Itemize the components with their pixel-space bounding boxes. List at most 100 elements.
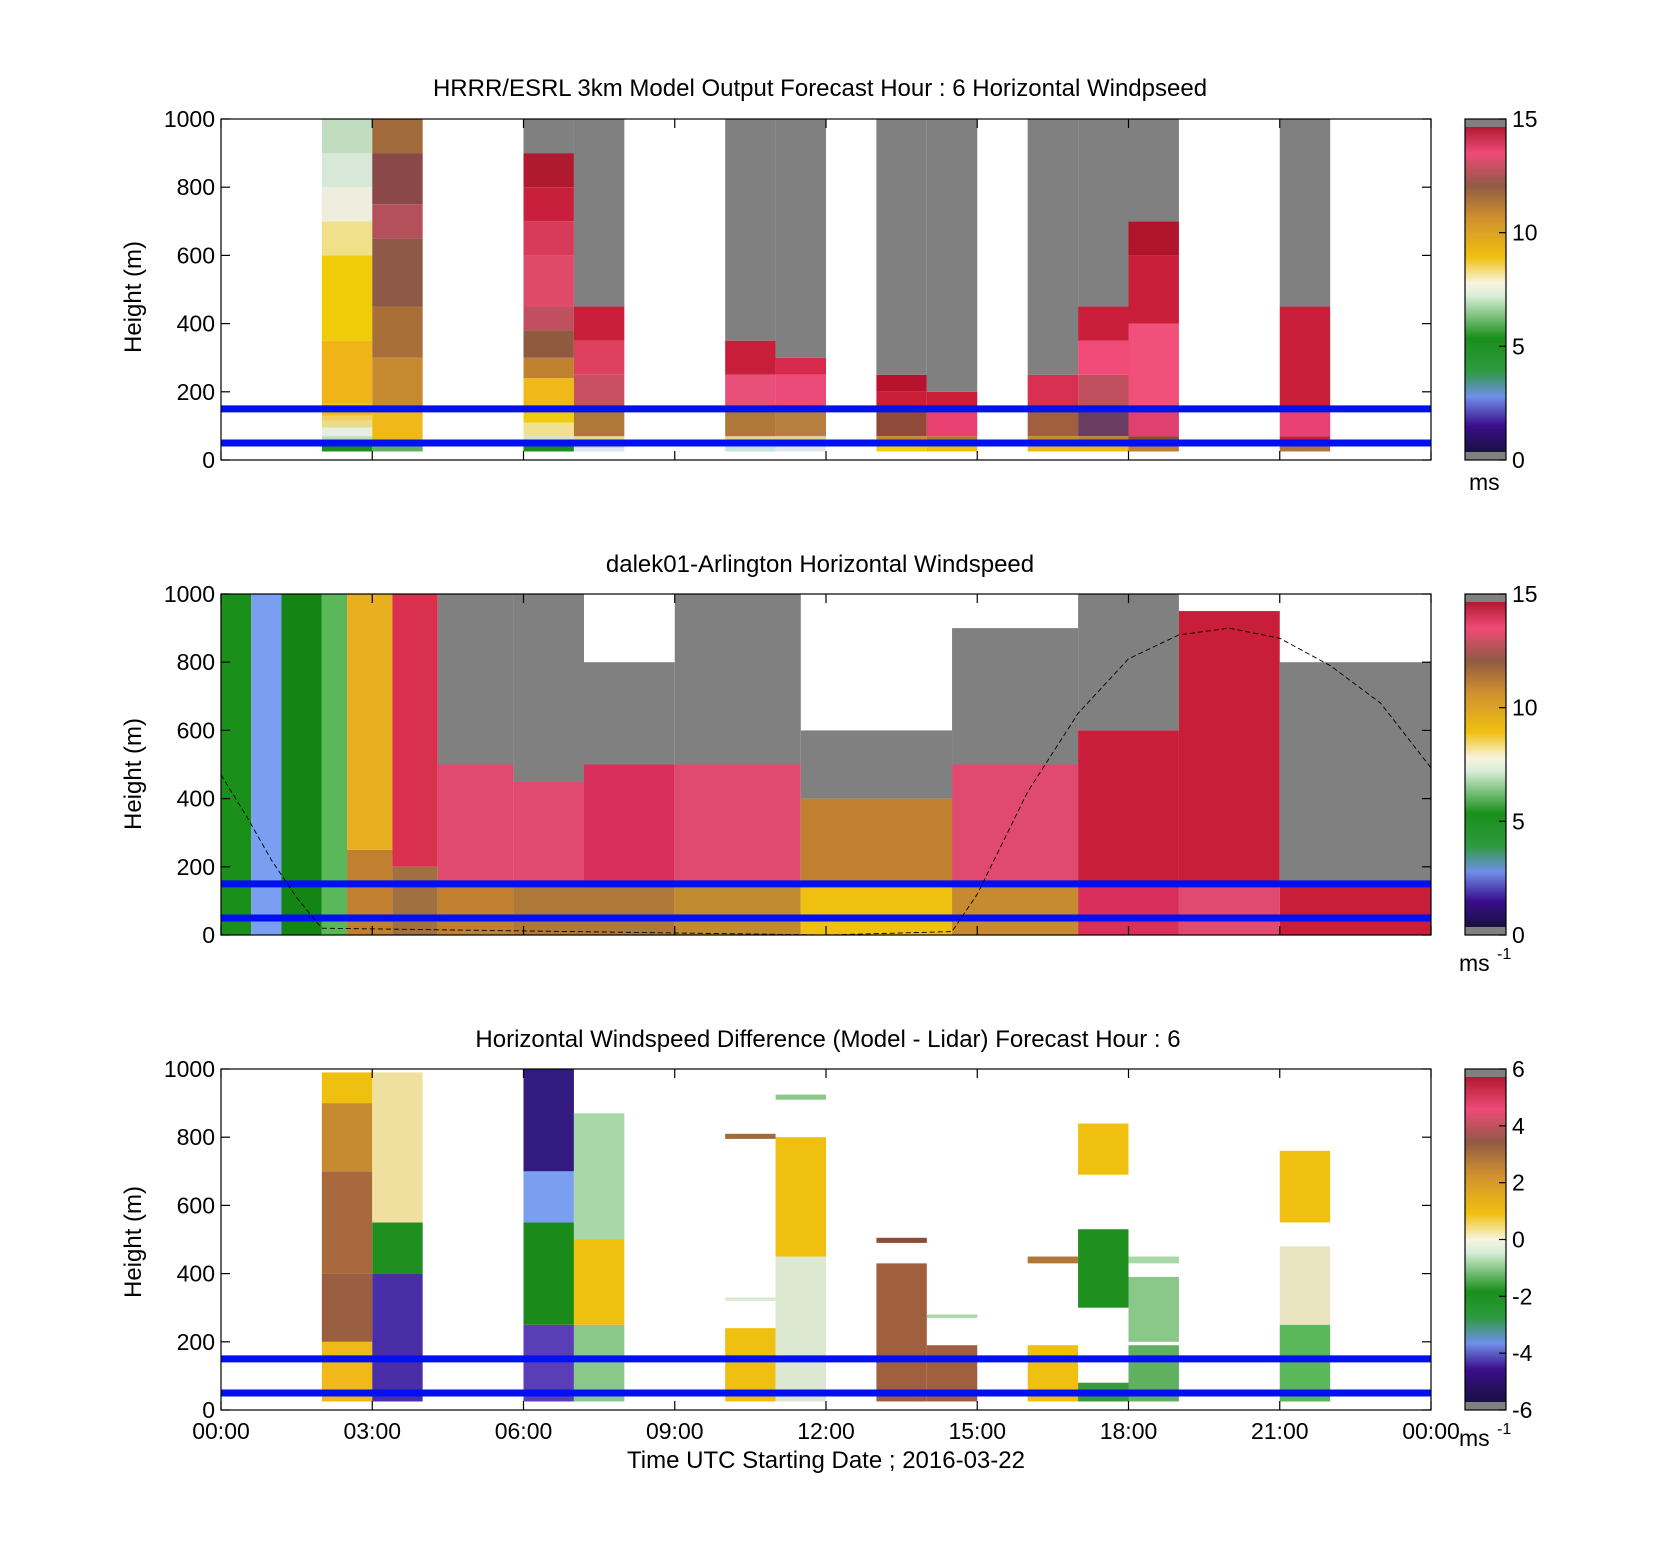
colorbar-tick-label: 5 [1512, 808, 1525, 834]
heatmap-cell [321, 444, 373, 452]
x-tick-label: 21:00 [1251, 1418, 1309, 1444]
heatmap-cell [584, 662, 675, 765]
heatmap-cell [725, 340, 776, 375]
colorbar-unit: ms [1469, 469, 1500, 495]
heatmap-cell [775, 357, 826, 375]
heatmap-cell [1078, 374, 1129, 409]
x-tick-label: 09:00 [646, 1418, 704, 1444]
heatmap-cell [926, 444, 978, 452]
colorbar-tick-label: -2 [1512, 1283, 1532, 1309]
heatmap-cell [952, 628, 1079, 765]
heatmap-cell [573, 1239, 625, 1325]
panel-difference-plot [221, 1069, 1431, 1402]
heatmap-cell [372, 306, 423, 358]
colorbar-unit: ms [1459, 1425, 1490, 1451]
heatmap-cell [800, 798, 953, 884]
heatmap-cell [926, 1314, 978, 1318]
colorbar-gradient [1465, 127, 1506, 452]
heatmap-cell [1027, 119, 1079, 375]
heatmap-cell [573, 119, 625, 307]
heatmap-cell [523, 330, 574, 358]
heatmap-cell [775, 119, 826, 358]
heatmap-cell [1178, 611, 1280, 884]
heatmap-cell [1078, 119, 1129, 307]
heatmap-cell [281, 594, 322, 935]
heatmap-cell [523, 378, 574, 409]
colorbar-tick-label: -6 [1512, 1397, 1532, 1423]
heatmap-cell [372, 357, 423, 409]
y-tick-label: 400 [177, 786, 215, 812]
x-tick-label: 00:00 [1402, 1418, 1460, 1444]
x-tick-label: 00:00 [192, 1418, 250, 1444]
y-tick-label: 200 [177, 379, 215, 405]
heatmap-cell [321, 255, 373, 341]
y-tick-label: 600 [177, 717, 215, 743]
heatmap-cell [725, 1297, 776, 1301]
y-tick-label: 600 [177, 242, 215, 268]
heatmap-cell [321, 119, 373, 154]
x-tick-label: 12:00 [797, 1418, 855, 1444]
heatmap-cell [437, 594, 514, 765]
heatmap-cell [725, 444, 776, 452]
heatmap-cell [584, 764, 675, 884]
heatmap-cell [523, 422, 574, 437]
heatmap-cell [372, 446, 423, 452]
panel-difference: Horizontal Windspeed Difference (Model -… [120, 1026, 1533, 1474]
heatmap-cell [725, 119, 776, 341]
heatmap-cell [775, 374, 826, 409]
heatmap-cell [221, 594, 252, 935]
heatmap-cell [1279, 444, 1331, 452]
panel-model-title: HRRR/ESRL 3km Model Output Forecast Hour… [433, 75, 1207, 102]
heatmap-cell [321, 221, 373, 256]
heatmap-cell [321, 415, 373, 421]
x-tick-label: 06:00 [495, 1418, 553, 1444]
heatmap-cell [523, 1171, 574, 1223]
heatmap-cell [513, 781, 584, 884]
heatmap-cell [1078, 408, 1129, 437]
colorbar-tick-label: 0 [1512, 922, 1525, 948]
heatmap-cell [437, 764, 514, 884]
heatmap-cell [952, 764, 1079, 884]
y-tick-label: 0 [202, 922, 215, 948]
heatmap-cell [251, 594, 282, 935]
heatmap-cell [573, 1324, 625, 1402]
heatmap-cell [321, 340, 373, 404]
colorbar-tick-label: 0 [1512, 447, 1525, 473]
heatmap-cell [372, 153, 423, 205]
heatmap-cell [573, 374, 625, 409]
heatmap-cell [1027, 1256, 1079, 1264]
panel-lidar-plot [221, 594, 1431, 935]
heatmap-cell [523, 357, 574, 379]
y-tick-label: 1000 [164, 581, 215, 607]
heatmap-cell [775, 1094, 826, 1100]
panel-model-plot [221, 119, 1431, 452]
heatmap-cell [725, 1328, 776, 1402]
heatmap-cell [1279, 306, 1331, 409]
heatmap-cell [513, 883, 584, 935]
panel-difference-title: Horizontal Windspeed Difference (Model -… [475, 1026, 1180, 1053]
heatmap-cell [1078, 1229, 1129, 1308]
heatmap-cell [1128, 1256, 1179, 1264]
colorbar-tick-label: -4 [1512, 1340, 1533, 1366]
x-tick-label: 18:00 [1100, 1418, 1158, 1444]
heatmap-cell [876, 1263, 927, 1402]
heatmap-cell [926, 119, 978, 392]
colorbar-gradient [1465, 602, 1506, 927]
heatmap-cell [523, 255, 574, 307]
colorbar-unit-superscript: -1 [1497, 1421, 1511, 1438]
heatmap-cell [725, 408, 776, 437]
colorbar-tick-label: 10 [1512, 220, 1538, 246]
colorbar-unit-superscript: -1 [1497, 946, 1511, 963]
panel-difference-ylabel: Height (m) [120, 1186, 147, 1298]
heatmap-cell [876, 374, 927, 392]
heatmap-cell [437, 883, 514, 935]
heatmap-cell [321, 1273, 373, 1342]
heatmap-cell [725, 1133, 776, 1139]
heatmap-cell [372, 1273, 423, 1402]
y-tick-label: 800 [177, 1124, 215, 1150]
heatmap-cell [1128, 444, 1179, 452]
heatmap-cell [674, 883, 801, 935]
heatmap-cell [523, 1222, 574, 1325]
colorbar-top-cap [1465, 1069, 1506, 1077]
heatmap-cell [372, 1072, 423, 1223]
